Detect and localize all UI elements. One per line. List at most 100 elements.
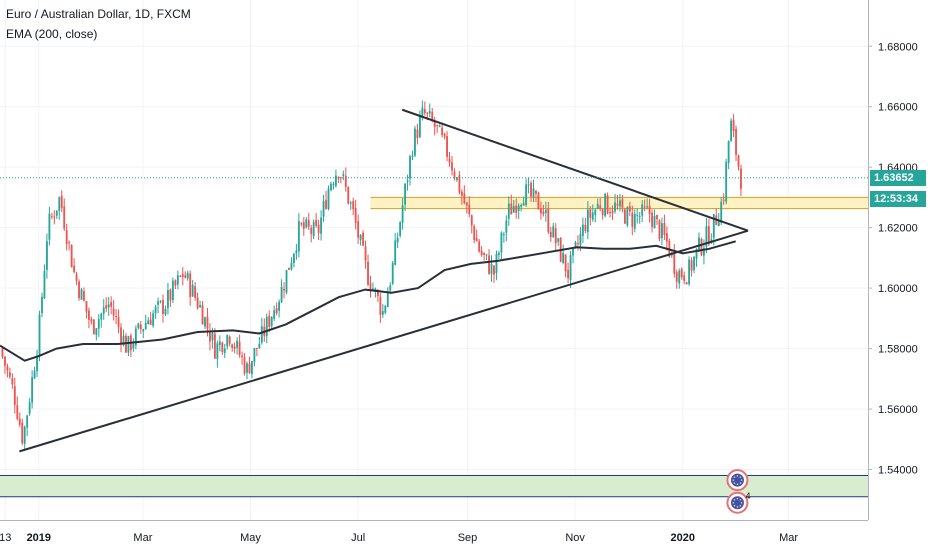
candle-body [11,378,14,385]
candle-body [102,307,105,314]
candle-body [381,311,384,315]
candle-body [641,204,644,216]
candle-body [406,180,409,182]
candle-body [554,228,557,244]
flag-star [733,498,736,501]
candle-body [112,308,115,316]
candle-body [488,255,490,274]
candle-body [167,290,169,309]
candle-body [186,272,189,279]
candle-body [623,209,626,224]
candle-body [552,226,555,238]
candle-body [414,128,416,156]
candle-body [70,245,73,268]
candle-body [117,317,120,327]
candle-body [191,284,194,297]
candle-body [162,299,164,314]
candle-body [446,136,448,157]
flag-star [736,483,739,486]
candle-body [698,237,700,251]
flag-star [739,504,742,507]
candle-body [302,222,305,229]
candle-body [470,215,473,226]
candle-body [658,220,661,239]
candle-body [213,333,216,359]
candle-body [280,286,283,303]
candle-body [596,204,599,209]
candle-body [1,348,4,357]
candle-body [78,281,80,299]
candle-body [209,330,211,342]
candle-body [510,203,513,215]
candle-body [547,208,550,233]
candle-body [717,221,720,227]
candle-body [675,272,678,282]
candle-body [517,205,520,211]
candle-body [379,297,382,315]
candle-body [201,305,204,325]
candle-body [216,343,219,360]
event-marker-1[interactable] [726,469,749,492]
countdown-tag: 12:53:34 [870,190,926,207]
candle-body [460,191,463,196]
candle-body [606,195,609,214]
candle-body [273,310,276,319]
candle-body [628,206,631,212]
candle-body [206,316,209,329]
candle-body [601,209,604,215]
candle-body [115,315,118,318]
event-marker-2[interactable]: 4 [726,491,750,514]
candle-body [456,177,458,180]
price-axis-bg[interactable] [868,0,932,550]
last-price-tag: 1.63652 [870,169,926,186]
candle-body [179,275,182,277]
candle-body [690,260,693,271]
candle-body [725,161,728,202]
candle-body [199,305,201,308]
candle-body [530,182,532,197]
candle-body [579,234,582,246]
candle-body [433,121,436,127]
support-zone[interactable] [0,475,868,497]
x-tick-label: Nov [565,532,585,544]
candle-body [495,253,498,274]
candle-body [315,219,318,226]
candle-body [619,200,621,207]
candle-body [418,116,421,137]
candle-body [475,238,478,242]
candle-body [448,158,451,163]
candle-body [695,248,698,259]
flag-star [736,506,739,508]
candle-body [283,288,285,291]
candle-body [46,241,48,270]
candle-body [520,204,523,207]
candle-body [584,225,587,231]
candle-body [92,319,95,335]
candle-body [483,253,486,255]
candle-body [295,250,298,254]
candle-body [127,336,130,353]
markers[interactable]: 4 [726,469,750,514]
flag-star [740,501,743,504]
candle-body [251,361,253,375]
candle-body [33,370,36,379]
candle-body [120,327,122,344]
flag-star [732,479,735,481]
y-tick-label: 1.62000 [878,223,918,235]
candle-body [730,120,733,142]
candle-body [465,202,468,206]
flag-star [740,479,743,481]
candle-body [569,255,572,280]
trendline-1[interactable] [19,229,749,453]
candle-body [342,174,345,176]
candle-body [352,200,355,210]
trendlines[interactable] [19,108,749,453]
candle-body [616,203,619,206]
candle-body [312,222,315,237]
candle-body [614,202,616,212]
trendline-2[interactable] [401,108,749,232]
candle-body [651,212,653,227]
candle-body [549,231,552,237]
